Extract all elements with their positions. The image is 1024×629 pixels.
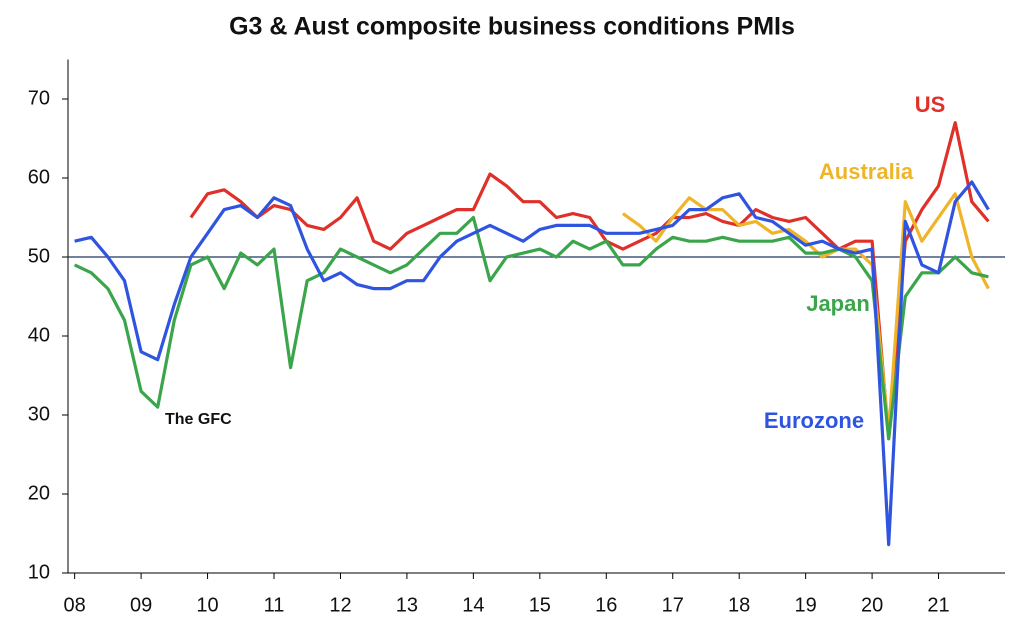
series-label: Eurozone xyxy=(764,408,864,433)
x-tick-label: 20 xyxy=(861,594,883,616)
x-tick-label: 10 xyxy=(196,594,218,616)
x-tick-label: 13 xyxy=(396,594,418,616)
x-tick-label: 17 xyxy=(662,594,684,616)
series-label: Japan xyxy=(806,291,870,316)
series-line xyxy=(189,121,990,441)
series-label: Australia xyxy=(819,159,914,184)
y-tick-label: 70 xyxy=(28,87,50,109)
x-tick-label: 12 xyxy=(329,594,351,616)
y-tick-label: 20 xyxy=(28,482,50,504)
series-line xyxy=(621,192,990,433)
x-tick-label: 18 xyxy=(728,594,750,616)
series-label: US xyxy=(915,92,946,117)
x-tick-label: 14 xyxy=(462,594,484,616)
y-tick-label: 50 xyxy=(28,245,50,267)
y-tick-label: 30 xyxy=(28,403,50,425)
x-tick-label: 09 xyxy=(130,594,152,616)
x-tick-label: 15 xyxy=(529,594,551,616)
chart-title: G3 & Aust composite business conditions … xyxy=(229,13,795,41)
y-tick-label: 10 xyxy=(28,561,50,583)
x-tick-label: 19 xyxy=(795,594,817,616)
x-tick-label: 11 xyxy=(264,594,285,616)
series-line xyxy=(73,215,989,441)
series-line xyxy=(74,180,990,547)
x-tick-label: 16 xyxy=(595,594,617,616)
annotation: The GFC xyxy=(165,411,232,428)
y-tick-label: 40 xyxy=(28,324,50,346)
x-tick-label: 08 xyxy=(64,594,86,616)
y-tick-label: 60 xyxy=(28,166,50,188)
x-tick-label: 21 xyxy=(927,594,949,616)
